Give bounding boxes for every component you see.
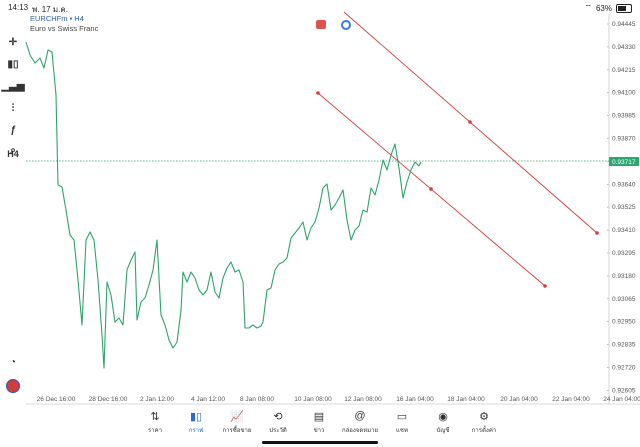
- nav-item-label: ข่าว: [313, 428, 325, 434]
- time-axis-label: 12 Jan 08:00: [344, 396, 382, 403]
- time-axis-label: 26 Dec 16:00: [37, 396, 76, 403]
- price-axis-label: 0.92720: [612, 365, 636, 372]
- trend-upper-end-handle[interactable]: [595, 231, 599, 235]
- objects-icon[interactable]: ⌕: [10, 144, 16, 156]
- time-axis-label: 8 Jan 08:00: [240, 396, 274, 403]
- time-axis-label: 18 Jan 04:00: [447, 396, 485, 403]
- nav-item-chat[interactable]: ▭ แชท: [382, 408, 422, 435]
- price-axis-label: 0.94215: [612, 67, 636, 74]
- price-axis-label: 0.93410: [612, 227, 636, 234]
- status-bar: 14:13 พ. 17 ม.ค. ⌔ 63%: [0, 0, 640, 14]
- quotes-icon: ⇅: [150, 410, 160, 423]
- nav-item-trade[interactable]: 📈 การซื้อขาย: [217, 408, 257, 435]
- wifi-icon: ⌔: [584, 3, 592, 12]
- speedometer-icon[interactable]: ◔: [9, 356, 17, 368]
- price-axis-label: 0.93295: [612, 250, 636, 257]
- time-axis-label: 16 Jan 04:00: [396, 396, 434, 403]
- nav-item-news[interactable]: ▤ ข่าว: [299, 408, 339, 435]
- time-axis-label: 10 Jan 08:00: [294, 396, 332, 403]
- price-axis-label: 0.92835: [612, 342, 636, 349]
- bar-chart-icon[interactable]: ▁▃▅: [1, 80, 25, 92]
- trend-upper-mid-handle[interactable]: [468, 120, 472, 124]
- price-axis-label: 0.94100: [612, 90, 636, 97]
- function-icon[interactable]: ƒ: [10, 124, 16, 136]
- nav-item-account[interactable]: ◉ บัญชี: [423, 408, 463, 435]
- nav-item-label: การตั้งค่า: [471, 428, 497, 434]
- price-axis-label: 0.93985: [612, 113, 636, 120]
- symbol-timeframe: • H4: [69, 14, 84, 23]
- sync-badge-icon[interactable]: [341, 20, 351, 30]
- symbol-name: EURCHFm: [30, 14, 68, 23]
- signal-badge-icon[interactable]: [316, 20, 326, 29]
- price-axis-label: 0.93870: [612, 136, 636, 143]
- chart-icon: ▮▯: [189, 410, 203, 423]
- mailbox-icon: @: [354, 410, 366, 422]
- trend-lower-start-handle[interactable]: [316, 91, 320, 95]
- trend-lower-mid-handle[interactable]: [429, 187, 433, 191]
- trend-line-lower[interactable]: [316, 91, 547, 288]
- price-axis-label: 0.93180: [612, 273, 636, 280]
- trend-lower-end-handle[interactable]: [543, 284, 547, 288]
- battery-percent: 63%: [595, 3, 612, 13]
- account-icon: ◉: [438, 410, 448, 423]
- time-axis-label: 4 Jan 12:00: [191, 396, 225, 403]
- nav-item-mailbox[interactable]: @ กล่องจดหมาย: [340, 408, 380, 435]
- price-axis-label: 0.94330: [612, 44, 636, 51]
- current-price-text: 0.93717: [612, 159, 636, 166]
- price-axis-label: 0.92605: [612, 387, 636, 394]
- nav-item-label: การซื้อขาย: [222, 428, 252, 434]
- news-icon: ▤: [313, 410, 325, 423]
- nav-item-label: กราฟ: [188, 428, 204, 434]
- trend-line-upper[interactable]: [343, 11, 599, 235]
- bottom-nav: ⇅ ราคา ▮▯ กราฟ 📈 การซื้อขาย ⟲ ประวัติ ▤ ข่าว @ กล่อ…: [0, 404, 640, 447]
- nav-item-label: ราคา: [148, 428, 162, 434]
- time-axis-label: 28 Dec 16:00: [89, 396, 128, 403]
- price-axis-label: 0.92950: [612, 319, 636, 326]
- current-price-tag: [609, 157, 639, 166]
- chat-icon: ▭: [396, 410, 408, 423]
- broker-logo-icon[interactable]: [5, 378, 21, 394]
- nav-item-label: ประวัติ: [269, 428, 287, 434]
- status-date: พ. 17 ม.ค.: [32, 5, 68, 14]
- status-right: ⌔ 63%: [584, 3, 632, 13]
- candlestick-icon[interactable]: ▮▯: [7, 58, 19, 70]
- nav-item-settings[interactable]: ⚙ การตั้งค่า: [464, 408, 504, 435]
- nav-item-label: แชท: [396, 428, 408, 434]
- crosshair-icon[interactable]: ✛: [8, 36, 18, 48]
- nav-item-label: กล่องจดหมาย: [341, 428, 379, 434]
- nav-item-label: บัญชี: [436, 428, 450, 434]
- battery-icon: [616, 3, 632, 13]
- history-icon: ⟲: [273, 410, 283, 423]
- symbol-description: Euro vs Swiss Franc: [30, 24, 99, 33]
- nav-item-quotes[interactable]: ⇅ ราคา: [135, 408, 175, 435]
- time-axis-label: 20 Jan 04:00: [500, 396, 538, 403]
- nav-item-chart[interactable]: ▮▯ กราฟ: [176, 408, 216, 435]
- time-axis-label: 22 Jan 04:00: [552, 396, 590, 403]
- time-axis-label: 24 Jan 04:00: [603, 396, 640, 403]
- price-axis-label: 0.93525: [612, 204, 636, 211]
- price-axis-label: 0.94445: [612, 21, 636, 28]
- time-axis-label: 2 Jan 12:00: [140, 396, 174, 403]
- settings-icon: ⚙: [479, 410, 489, 423]
- indicators-icon[interactable]: ⫶: [11, 102, 15, 114]
- symbol-label: EURCHFm • H4 Euro vs Swiss Franc: [30, 14, 98, 33]
- trade-icon: 📈: [230, 410, 244, 423]
- status-time: 14:13: [8, 3, 29, 12]
- price-axis-label: 0.93065: [612, 296, 636, 303]
- home-indicator[interactable]: [262, 441, 378, 444]
- price-line: [25, 41, 422, 369]
- price-axis-label: 0.93640: [612, 181, 636, 188]
- nav-item-history[interactable]: ⟲ ประวัติ: [258, 408, 298, 435]
- timeframe-label[interactable]: H4: [7, 149, 19, 159]
